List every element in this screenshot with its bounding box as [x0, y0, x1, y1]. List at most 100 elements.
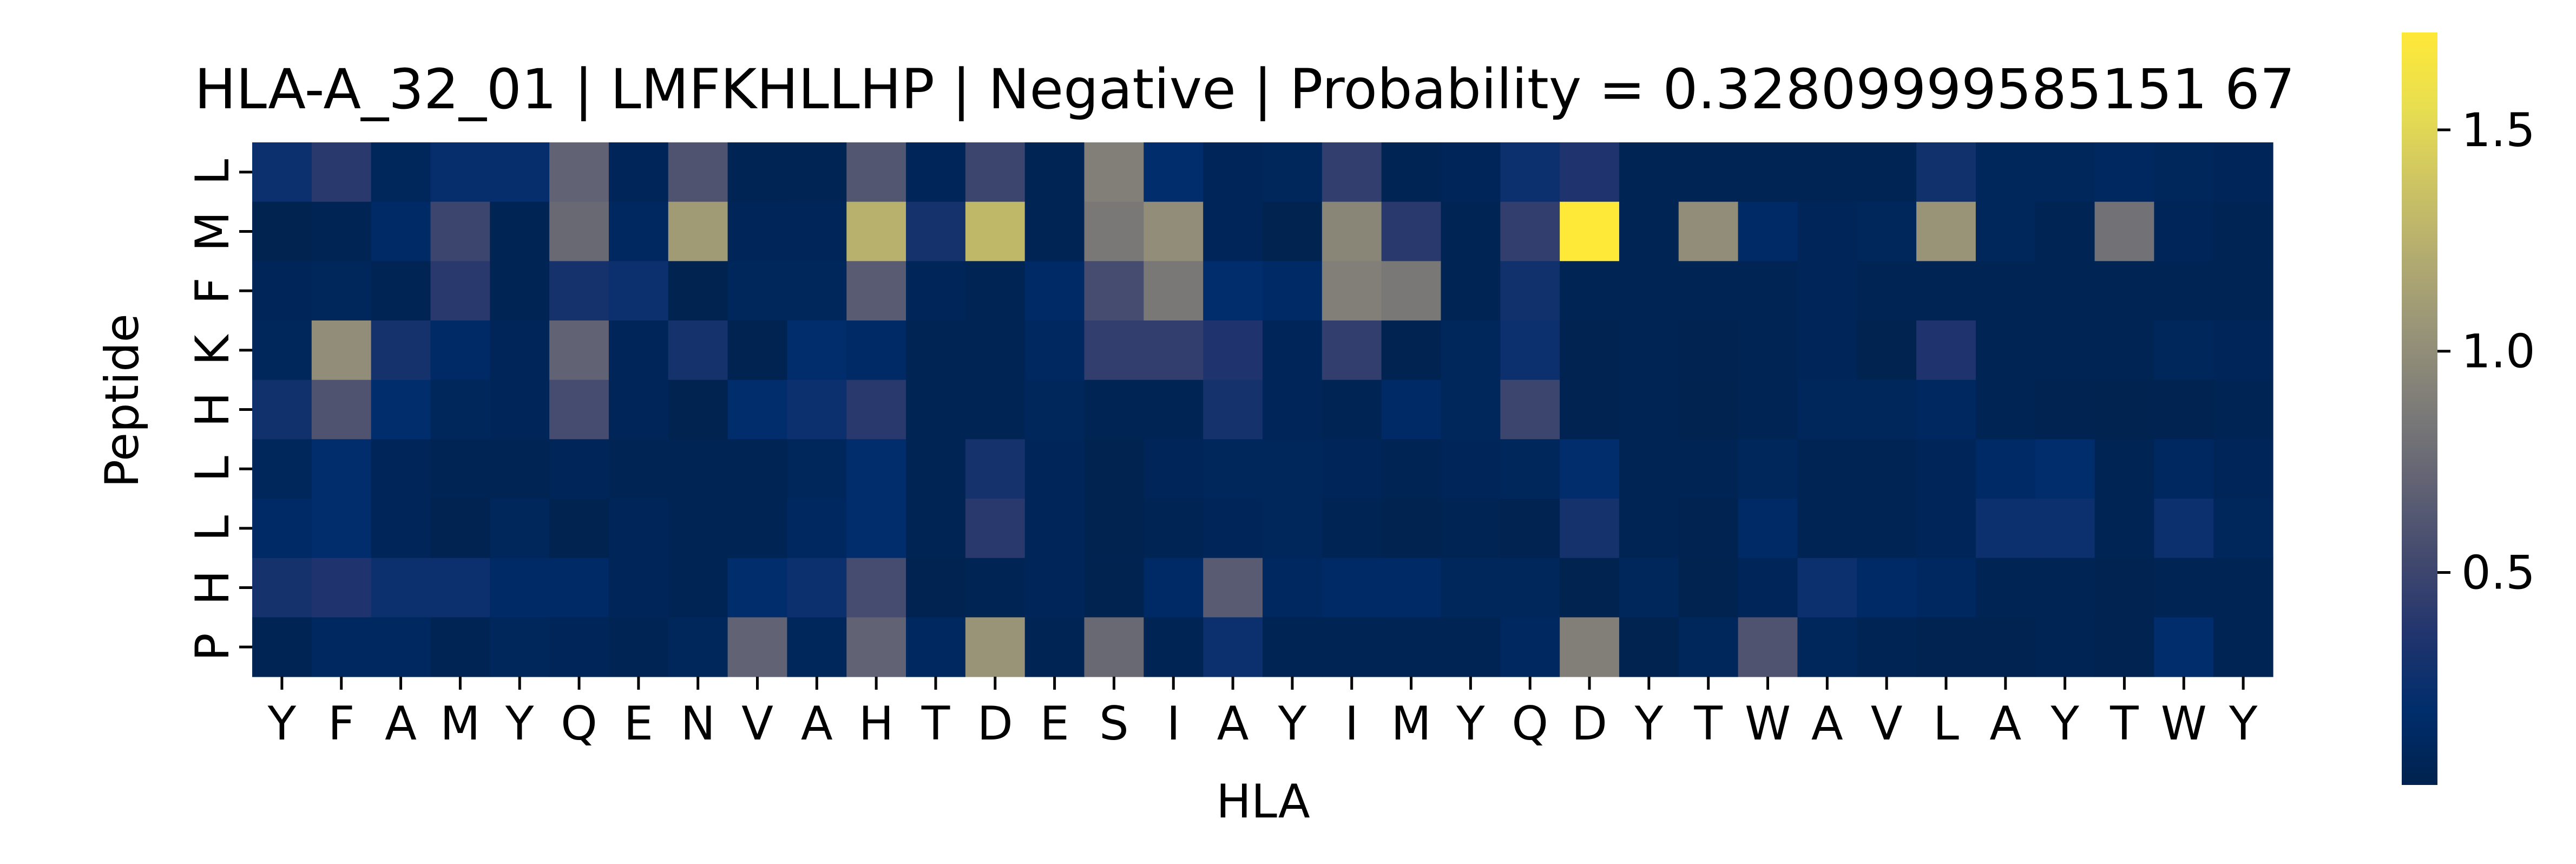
x-tick-label: Y	[2229, 697, 2258, 751]
x-tick-label: A	[1989, 697, 2021, 751]
heatmap-cell	[1916, 499, 1976, 559]
heatmap-cell	[965, 617, 1026, 677]
heatmap-cell	[608, 499, 669, 559]
heatmap-cell	[1619, 320, 1679, 381]
heatmap-cell	[549, 261, 609, 321]
heatmap-cell	[1560, 261, 1620, 321]
heatmap-cell	[608, 558, 669, 618]
heatmap-cell	[1024, 379, 1085, 440]
heatmap-cell	[490, 142, 550, 202]
x-tick-label: Y	[267, 697, 297, 751]
heatmap-cell	[1381, 379, 1442, 440]
heatmap-cell	[311, 261, 372, 321]
heatmap-cell	[1322, 379, 1382, 440]
x-tick-label: W	[1745, 697, 1791, 751]
heatmap-cell	[1619, 201, 1679, 261]
heatmap-cell	[1857, 201, 1917, 261]
heatmap-cell	[608, 379, 669, 440]
heatmap-cell	[252, 142, 312, 202]
heatmap-cell	[430, 439, 490, 499]
heatmap-cell	[906, 617, 966, 677]
heatmap-cell	[2035, 379, 2095, 440]
heatmap-cell	[1678, 439, 1739, 499]
heatmap-cell	[311, 320, 372, 381]
heatmap-cell	[668, 142, 728, 202]
heatmap-cell	[371, 617, 431, 677]
heatmap-cell	[1381, 499, 1442, 559]
x-tick-label: T	[2110, 697, 2139, 751]
heatmap-cell	[2035, 499, 2095, 559]
heatmap-cell	[1560, 142, 1620, 202]
heatmap-cell	[787, 142, 847, 202]
heatmap-cell	[906, 558, 966, 618]
heatmap-cell	[1144, 558, 1204, 618]
heatmap-cell	[490, 499, 550, 559]
heatmap-cell	[1738, 499, 1798, 559]
heatmap-cell	[1144, 142, 1204, 202]
heatmap-cell	[1322, 142, 1382, 202]
heatmap-cell	[1857, 379, 1917, 440]
heatmap-cell	[1797, 320, 1857, 381]
heatmap-cell	[2094, 320, 2154, 381]
heatmap-cell	[1916, 261, 1976, 321]
heatmap-cell	[1975, 379, 2036, 440]
heatmap-cell	[965, 558, 1026, 618]
heatmap-cell	[1263, 142, 1323, 202]
heatmap-cell	[549, 499, 609, 559]
heatmap-cell	[1738, 261, 1798, 321]
y-tick-label: L	[186, 159, 240, 185]
heatmap-cell	[1975, 320, 2036, 381]
heatmap-cell	[1144, 617, 1204, 677]
heatmap-cell	[430, 379, 490, 440]
heatmap-cell	[1263, 320, 1323, 381]
x-tick-label: A	[1811, 697, 1843, 751]
heatmap-cell	[787, 558, 847, 618]
heatmap-cell	[1024, 201, 1085, 261]
y-axis-label: Peptide	[95, 313, 149, 487]
x-tick-label: Q	[561, 697, 597, 751]
heatmap-cell	[1322, 320, 1382, 381]
heatmap-cell	[1084, 379, 1144, 440]
heatmap-cell	[1024, 142, 1085, 202]
heatmap-cell	[1797, 201, 1857, 261]
heatmap-cell	[1738, 379, 1798, 440]
heatmap-cell	[1500, 142, 1560, 202]
heatmap-cell	[846, 142, 906, 202]
heatmap-cell	[668, 558, 728, 618]
heatmap-cell	[1084, 439, 1144, 499]
heatmap-cell	[1263, 261, 1323, 321]
heatmap-cell	[846, 320, 906, 381]
heatmap-cell	[1560, 499, 1620, 559]
heatmap-cell	[1619, 617, 1679, 677]
heatmap-cell	[787, 261, 847, 321]
heatmap-cell	[2154, 320, 2214, 381]
x-tick-label: A	[1217, 697, 1249, 751]
x-tick-label: Y	[505, 697, 534, 751]
heatmap-cell	[371, 558, 431, 618]
x-tick-label: M	[440, 697, 480, 751]
colorbar-tick-label: 1.0	[2461, 325, 2535, 379]
heatmap-cell	[1975, 201, 2036, 261]
x-tick-label: L	[1933, 697, 1959, 751]
x-tick-label: A	[801, 697, 833, 751]
heatmap-cell	[1975, 439, 2036, 499]
heatmap-cell	[1441, 499, 1501, 559]
heatmap-cell	[311, 558, 372, 618]
heatmap-cell	[906, 439, 966, 499]
heatmap-cell	[1381, 320, 1442, 381]
heatmap-cell	[1916, 379, 1976, 440]
heatmap-cell	[668, 499, 728, 559]
heatmap-cell	[1441, 558, 1501, 618]
heatmap-cell	[668, 379, 728, 440]
heatmap-cell	[1024, 439, 1085, 499]
heatmap-cell	[727, 261, 788, 321]
heatmap-cell	[2213, 617, 2273, 677]
heatmap-cell	[2035, 142, 2095, 202]
heatmap-cell	[2035, 558, 2095, 618]
heatmap-cell	[1144, 379, 1204, 440]
heatmap-cell	[1560, 379, 1620, 440]
heatmap-cell	[727, 379, 788, 440]
heatmap-cell	[1678, 558, 1739, 618]
x-tick-label: W	[2161, 697, 2207, 751]
